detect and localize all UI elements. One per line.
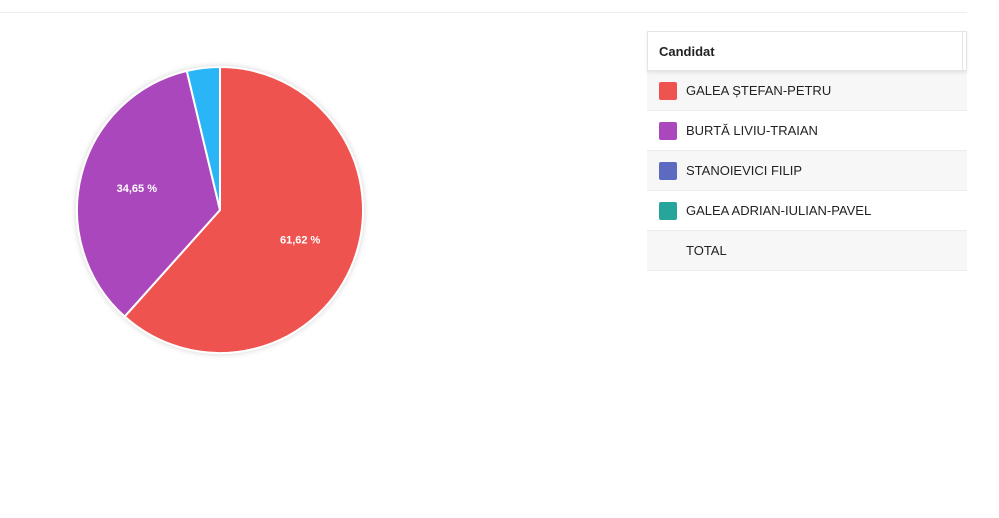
pie-slice[interactable] xyxy=(185,65,221,211)
pie-slice[interactable] xyxy=(123,65,364,354)
pie-slice-label: 61,62 % xyxy=(280,235,321,247)
legend-label: BURTĂ LIVIU-TRAIAN xyxy=(686,123,818,138)
legend-label: GALEA ADRIAN-IULIAN-PAVEL xyxy=(686,203,872,218)
legend-swatch xyxy=(659,121,677,140)
legend-swatch xyxy=(659,242,677,260)
legend-swatch xyxy=(659,201,677,220)
legend-row[interactable]: BURTĂ LIVIU-TRAIAN xyxy=(647,111,967,151)
legend-table: Candidat GALEA ȘTEFAN-PETRU BURTĂ LIVIU-… xyxy=(647,31,967,271)
legend-label: GALEA ȘTEFAN-PETRU xyxy=(686,83,832,98)
legend-rows: GALEA ȘTEFAN-PETRU BURTĂ LIVIU-TRAIAN ST… xyxy=(647,71,967,271)
legend-label: TOTAL xyxy=(686,243,727,258)
legend-row[interactable]: GALEA ȘTEFAN-PETRU xyxy=(647,71,967,111)
legend-row-total: TOTAL xyxy=(647,231,967,271)
legend-header[interactable]: Candidat xyxy=(647,31,967,71)
pie-chart-svg: 61,62 % 34,65 % xyxy=(76,65,364,354)
legend-row[interactable]: GALEA ADRIAN-IULIAN-PAVEL xyxy=(647,191,967,231)
legend-label: STANOIEVICI FILIP xyxy=(686,163,803,178)
pie-chart: 61,62 % 34,65 % xyxy=(60,50,380,370)
top-divider xyxy=(0,12,967,13)
pie-slice-label: 34,65 % xyxy=(117,183,158,195)
legend-swatch xyxy=(659,81,677,100)
legend-row[interactable]: STANOIEVICI FILIP xyxy=(647,151,967,191)
pie-slice[interactable] xyxy=(76,69,222,318)
legend-swatch xyxy=(659,161,677,180)
column-divider xyxy=(962,32,963,70)
legend-header-label: Candidat xyxy=(659,43,715,59)
